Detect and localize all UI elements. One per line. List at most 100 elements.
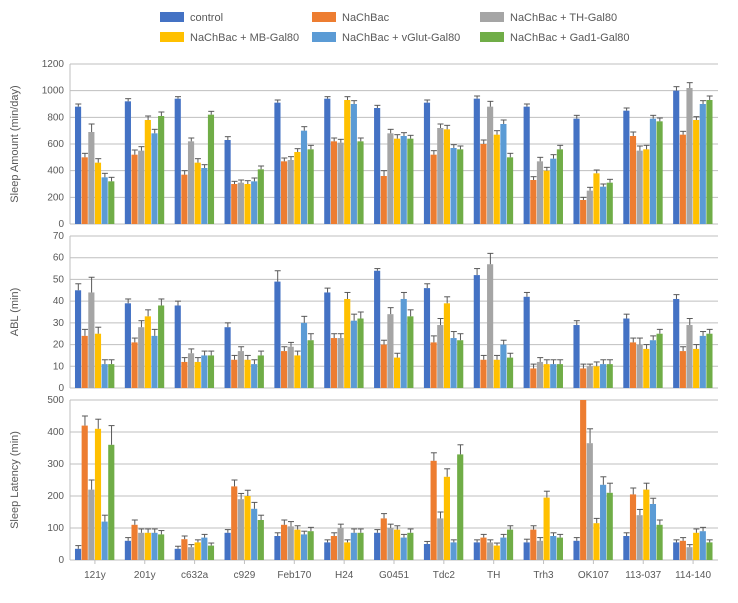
ytick-label: 200 [47,491,64,502]
bar [151,533,157,560]
bar [593,366,599,388]
bar [244,496,250,560]
bar [530,368,536,388]
bar [344,100,350,224]
bar [331,338,337,388]
bar [444,477,450,560]
bar [524,107,530,224]
ytick-label: 60 [53,253,65,264]
bar [680,135,686,224]
bar [424,103,430,224]
bar [686,88,692,224]
bar [587,366,593,388]
bar [238,183,244,224]
bar [480,360,486,388]
bar [131,155,137,224]
bar [706,334,712,388]
bar [381,518,387,560]
bar [244,184,250,224]
bar [294,152,300,224]
bar [693,120,699,224]
bar [102,364,108,388]
bar [308,340,314,388]
panel-sleep_latency: 0100200300400500Sleep Latency (min) [9,395,718,566]
bar [401,136,407,224]
bar [88,292,94,388]
legend-swatch [160,32,184,42]
bar [231,360,237,388]
bar [188,353,194,388]
bar [181,362,187,388]
bar [623,111,629,224]
bar [225,533,231,560]
ytick-label: 500 [47,395,64,406]
bar [630,494,636,560]
bar [474,542,480,560]
bar [208,355,214,388]
bar [381,176,387,224]
legend-item-NaChBac_MB: NaChBac + MB-Gal80 [160,32,299,44]
bar [573,541,579,560]
bar [338,143,344,224]
bars-sleep_amount [75,83,713,224]
bar [125,541,131,560]
ytick-label: 0 [58,383,64,394]
bar [138,151,144,224]
bar [630,136,636,224]
bar [657,334,663,388]
bar [637,151,643,224]
bar [657,121,663,224]
bar [82,157,88,224]
bar [138,533,144,560]
legend-swatch [160,12,184,22]
ytick-label: 400 [47,427,64,438]
bar [108,445,114,560]
bar [344,299,350,388]
bar [424,544,430,560]
bar [480,144,486,224]
xtick-label: Tdc2 [433,570,456,581]
bar [407,316,413,388]
ytick-label: 10 [53,361,65,372]
bar [480,538,486,560]
bar [131,342,137,388]
bar [75,290,81,388]
bar [225,327,231,388]
bar [444,303,450,388]
bar [693,533,699,560]
bar [331,141,337,224]
bar [637,515,643,560]
ylabel-abl: ABL (min) [9,288,21,337]
xtick-label: OK107 [578,570,610,581]
ytick-label: 70 [53,231,65,242]
ytick-label: 20 [53,340,65,351]
bar [437,325,443,388]
bar [494,135,500,224]
bar [95,429,101,560]
bar [175,99,181,224]
bar [102,177,108,224]
bar [643,490,649,560]
legend-item-control: control [160,12,223,24]
ytick-label: 0 [58,555,64,566]
ytick-label: 50 [53,274,65,285]
ytick-label: 800 [47,112,64,123]
bar [600,364,606,388]
bar [507,358,513,388]
bar [550,159,556,224]
bar [387,528,393,560]
xtick-label: Trh3 [533,570,554,581]
bar [188,141,194,224]
bar [587,191,593,224]
bar [374,271,380,388]
x-axis-labels: 121y201yc632ac929Feb170H24G0451Tdc2THTrh… [84,560,711,581]
bar [487,264,493,388]
bar [537,541,543,560]
bar [181,175,187,224]
bar [507,530,513,560]
bar [188,547,194,560]
bar [544,171,550,224]
xtick-label: 114-140 [675,570,711,581]
xtick-label: c929 [234,570,256,581]
bar [607,493,613,560]
